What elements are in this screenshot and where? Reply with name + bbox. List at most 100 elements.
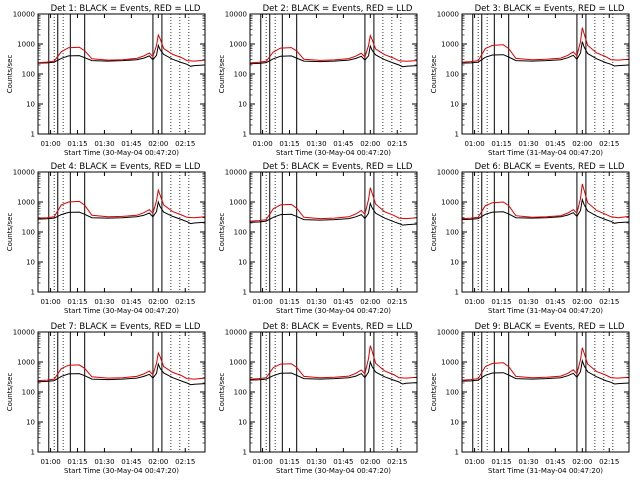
y-tick-label: 100 (446, 389, 459, 397)
x-tick-label: 02:00 (572, 298, 592, 306)
x-tick-label: 01:00 (464, 298, 484, 306)
x-tick-label: 02:00 (148, 298, 168, 306)
plot-title: Det 5: BLACK = Events, RED = LLD (263, 162, 413, 172)
x-axis-label: Start Time (30-May-04 00:47:20) (64, 467, 179, 475)
plot-title: Det 6: BLACK = Events, RED = LLD (475, 162, 625, 172)
y-axis-label: Counts/sec (218, 373, 226, 412)
y-tick-label: 100 (234, 389, 247, 397)
x-tick-label: 01:00 (252, 458, 272, 466)
plot-title: Det 7: BLACK = Events, RED = LLD (51, 322, 201, 332)
x-tick-label: 01:15 (491, 140, 511, 148)
x-tick-label: 02:00 (360, 140, 380, 148)
y-tick-label: 10 (26, 419, 35, 427)
x-tick-label: 02:15 (599, 140, 619, 148)
y-axis-label: Counts/sec (218, 55, 226, 94)
x-tick-label: 01:15 (67, 140, 87, 148)
series-events-line (461, 41, 630, 67)
series-events-line (37, 43, 206, 67)
x-tick-label: 01:45 (333, 458, 353, 466)
series-lld-line (249, 187, 418, 222)
detector-plot-1: Det 1: BLACK = Events, RED = LLD 1 10 100 10… (6, 4, 206, 157)
y-tick-label: 1000 (441, 359, 459, 367)
series-events-line (37, 362, 206, 386)
x-tick-label: 01:00 (40, 458, 60, 466)
y-tick-label: 10000 (225, 169, 247, 177)
x-tick-label: 01:30 (306, 458, 326, 466)
x-tick-label: 02:00 (572, 458, 592, 466)
x-axis-label: Start Time (30-May-04 00:47:20) (276, 467, 391, 475)
detector-plot-7: Det 7: BLACK = Events, RED = LLD 1 10 100 10… (6, 322, 206, 475)
y-axis-label: Counts/sec (430, 213, 438, 252)
series-events-line (249, 44, 418, 68)
y-tick-label: 10000 (437, 329, 459, 337)
y-tick-label: 10 (26, 101, 35, 109)
series-events-line (249, 360, 418, 385)
x-tick-label: 02:15 (175, 140, 195, 148)
y-tick-label: 100 (22, 229, 35, 237)
x-axis-label: Start Time (30-May-04 00:47:20) (64, 149, 179, 157)
x-tick-label: 01:15 (491, 458, 511, 466)
y-tick-label: 1 (243, 131, 247, 139)
x-tick-label: 01:30 (518, 298, 538, 306)
x-tick-label: 02:15 (387, 458, 407, 466)
x-tick-label: 01:45 (333, 140, 353, 148)
y-tick-label: 100 (22, 389, 35, 397)
x-tick-label: 01:45 (333, 298, 353, 306)
y-axis-label: Counts/sec (6, 213, 14, 252)
x-tick-label: 01:15 (491, 298, 511, 306)
series-lld-line (37, 351, 206, 382)
y-tick-label: 10000 (225, 329, 247, 337)
x-tick-label: 02:00 (360, 458, 380, 466)
y-axis-label: Counts/sec (430, 55, 438, 94)
x-tick-label: 01:00 (40, 298, 60, 306)
y-tick-label: 1 (455, 449, 459, 457)
x-tick-label: 02:15 (599, 458, 619, 466)
y-tick-label: 10 (450, 259, 459, 267)
x-tick-label: 01:45 (121, 140, 141, 148)
series-lld-line (37, 33, 206, 64)
plot-title: Det 3: BLACK = Events, RED = LLD (475, 4, 625, 14)
y-tick-label: 100 (446, 71, 459, 79)
x-tick-label: 02:15 (599, 298, 619, 306)
x-tick-label: 02:15 (175, 298, 195, 306)
x-tick-label: 01:45 (545, 458, 565, 466)
x-tick-label: 01:30 (518, 458, 538, 466)
x-axis-label: Start Time (30-May-04 00:47:20) (64, 307, 179, 315)
x-tick-label: 01:45 (545, 140, 565, 148)
plot-title: Det 2: BLACK = Events, RED = LLD (263, 4, 413, 14)
series-lld-line (461, 347, 630, 381)
y-tick-label: 1000 (441, 199, 459, 207)
y-tick-label: 100 (234, 71, 247, 79)
x-tick-label: 01:30 (94, 458, 114, 466)
detector-plot-2: Det 2: BLACK = Events, RED = LLD 1 10 100 10… (218, 4, 418, 157)
x-tick-label: 02:15 (387, 140, 407, 148)
series-events-line (461, 197, 630, 224)
y-tick-label: 1 (455, 289, 459, 297)
y-tick-label: 1 (31, 131, 35, 139)
y-tick-label: 10 (450, 101, 459, 109)
x-tick-label: 02:00 (148, 458, 168, 466)
plot-title: Det 4: BLACK = Events, RED = LLD (51, 162, 201, 172)
x-tick-label: 02:00 (148, 140, 168, 148)
detector-plot-6: Det 6: BLACK = Events, RED = LLD 1 10 100 10… (430, 162, 630, 315)
x-tick-label: 01:15 (279, 458, 299, 466)
series-events-line (461, 358, 630, 385)
y-tick-label: 1 (455, 131, 459, 139)
y-tick-label: 100 (234, 229, 247, 237)
x-axis-label: Start Time (31-May-04 00:47:20) (488, 467, 603, 475)
detector-plot-9: Det 9: BLACK = Events, RED = LLD 1 10 100 10… (430, 322, 630, 475)
series-lld-line (249, 33, 418, 64)
y-tick-label: 1000 (229, 199, 247, 207)
x-tick-label: 01:00 (252, 140, 272, 148)
y-tick-label: 1000 (17, 41, 35, 49)
x-tick-label: 01:00 (464, 140, 484, 148)
x-axis-label: Start Time (31-May-04 00:47:20) (488, 149, 603, 157)
y-tick-label: 1 (243, 289, 247, 297)
x-tick-label: 01:45 (121, 458, 141, 466)
x-tick-label: 01:30 (94, 298, 114, 306)
x-tick-label: 01:00 (464, 458, 484, 466)
x-tick-label: 01:15 (67, 298, 87, 306)
y-axis-label: Counts/sec (218, 213, 226, 252)
y-tick-label: 1 (31, 289, 35, 297)
y-tick-label: 1000 (17, 199, 35, 207)
